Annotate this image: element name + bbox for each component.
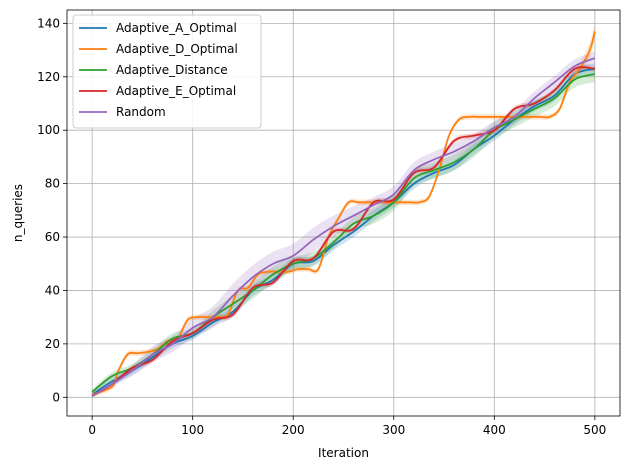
legend-entry: Random — [116, 105, 166, 119]
x-tick-label: 400 — [483, 423, 506, 437]
x-axis-ticks: 0 100 200 300 400 500 — [88, 416, 606, 437]
series-lines — [91, 31, 596, 397]
line-series-1 — [91, 31, 596, 396]
x-axis-label: Iteration — [318, 446, 369, 460]
y-axis-label: n_queries — [11, 184, 25, 242]
axes-frame — [66, 9, 621, 417]
y-tick-label: 40 — [45, 283, 60, 297]
y-axis-ticks: 0 20 40 60 80 100 120 140 — [37, 16, 67, 404]
line-series-2 — [91, 73, 596, 393]
legend-entry: Adaptive_A_Optimal — [116, 21, 237, 35]
y-tick-label: 100 — [37, 123, 60, 137]
x-tick-label: 200 — [282, 423, 305, 437]
legend-entry: Adaptive_D_Optimal — [116, 42, 238, 56]
legend-box — [72, 14, 262, 129]
y-tick-label: 140 — [37, 16, 60, 30]
legend-entry: Adaptive_Distance — [116, 63, 228, 77]
line-series-3 — [91, 66, 595, 397]
y-tick-label: 80 — [45, 177, 60, 191]
legend: Adaptive_A_Optimal Adaptive_D_Optimal Adap… — [72, 14, 262, 129]
y-tick-label: 20 — [45, 337, 60, 351]
legend-entry: Adaptive_E_Optimal — [116, 84, 236, 98]
line-series-4 — [91, 57, 596, 397]
x-tick-label: 100 — [181, 423, 204, 437]
y-tick-label: 60 — [45, 230, 60, 244]
x-tick-label: 0 — [88, 423, 96, 437]
band-series-4 — [92, 51, 595, 398]
x-tick-label: 500 — [583, 423, 606, 437]
x-tick-label: 300 — [382, 423, 405, 437]
y-tick-label: 0 — [52, 390, 60, 404]
y-tick-label: 120 — [37, 70, 60, 84]
